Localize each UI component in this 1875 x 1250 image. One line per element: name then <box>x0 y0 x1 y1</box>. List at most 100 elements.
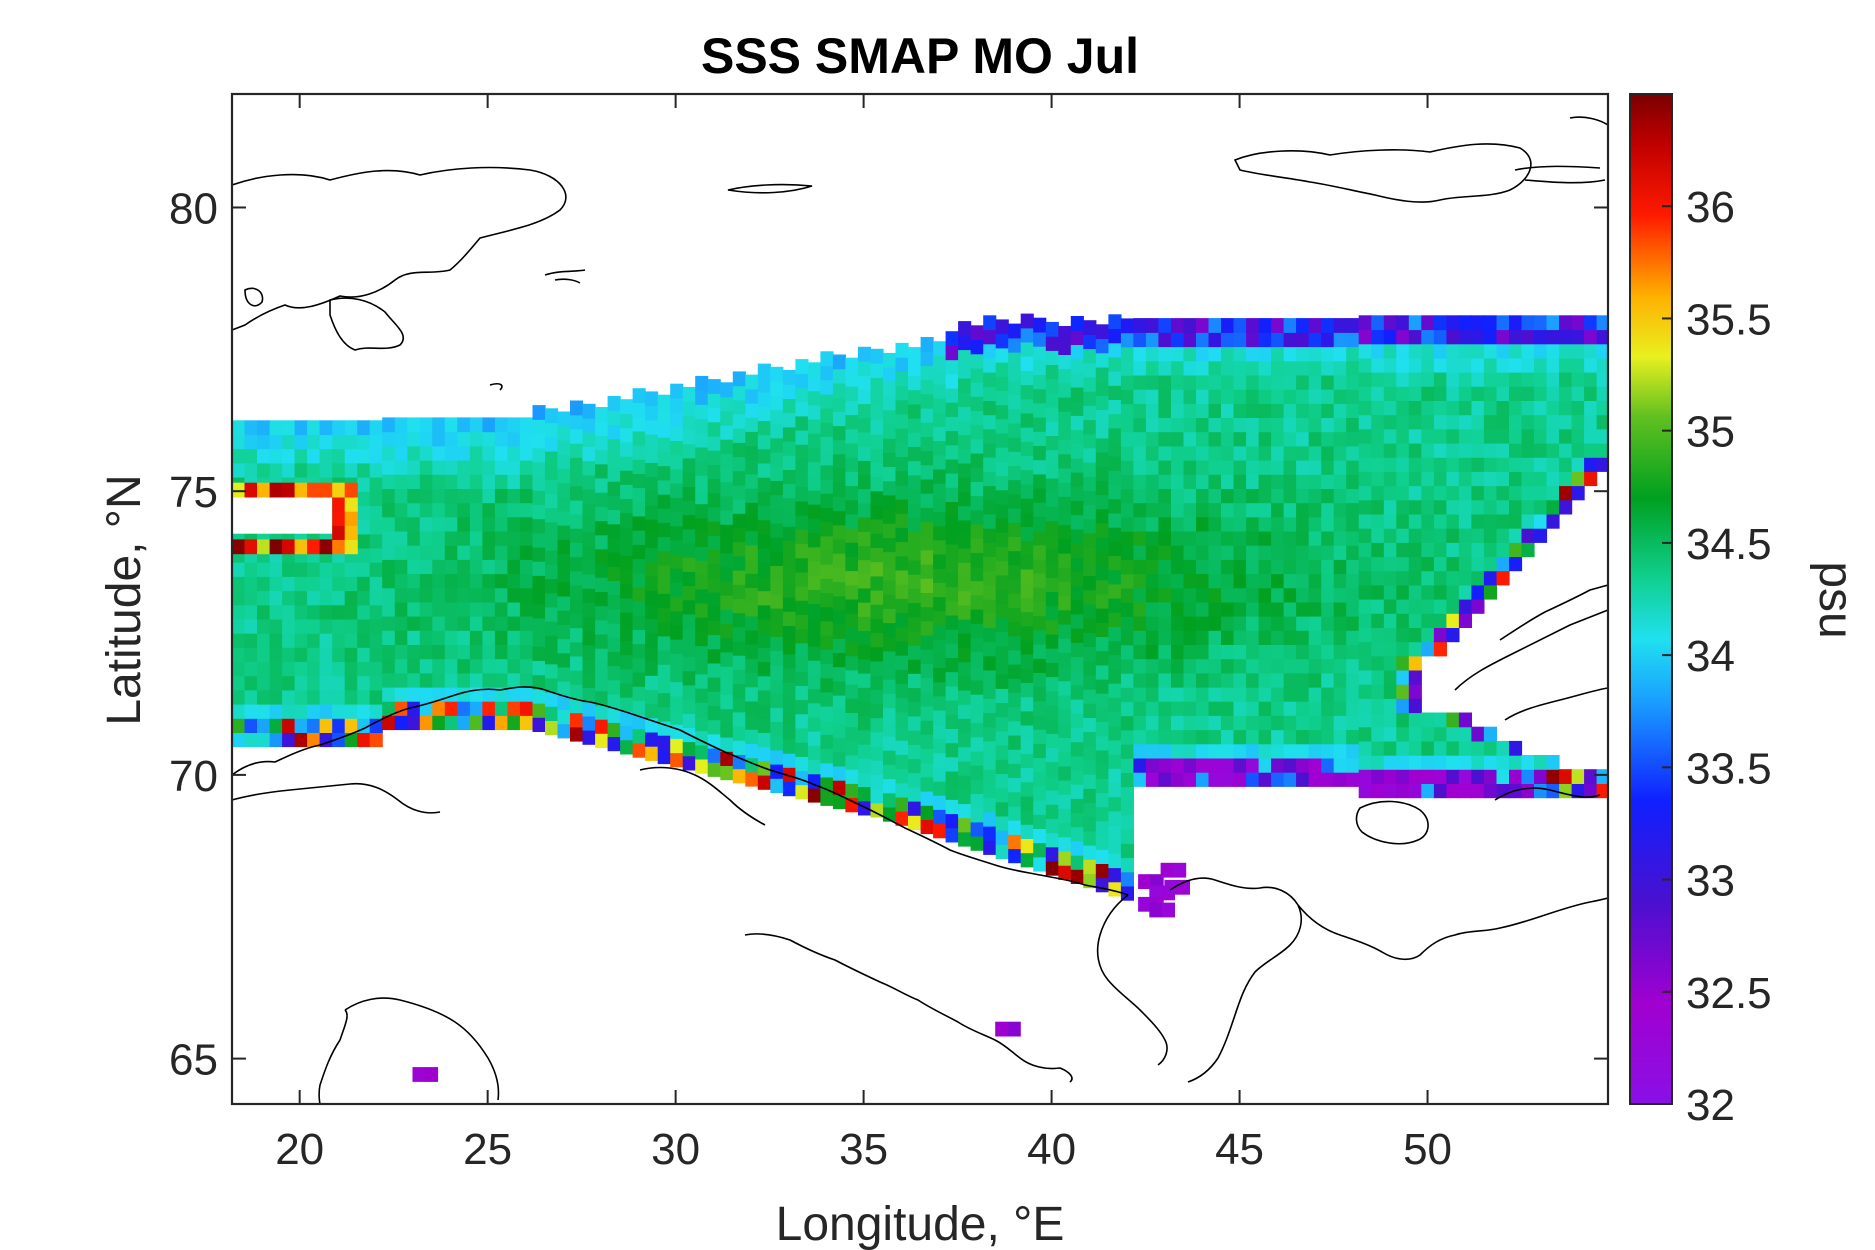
salinity-cell <box>1396 400 1410 416</box>
salinity-cell <box>995 645 1009 661</box>
salinity-cell <box>682 472 696 487</box>
salinity-cell <box>657 635 671 651</box>
salinity-cell <box>908 701 922 717</box>
salinity-cell <box>444 431 458 447</box>
salinity-cell <box>782 767 796 782</box>
salinity-cell <box>1095 749 1109 765</box>
salinity-cell <box>945 387 959 403</box>
salinity-cell <box>1033 346 1047 361</box>
salinity-cell <box>883 438 897 453</box>
salinity-cell <box>1346 431 1360 447</box>
salinity-cell <box>1008 848 1022 864</box>
salinity-cell <box>1571 329 1585 345</box>
salinity-cell <box>795 685 809 701</box>
salinity-cell <box>1158 431 1172 447</box>
salinity-cell <box>282 482 296 498</box>
salinity-cell <box>1133 431 1147 447</box>
salinity-cell <box>1333 672 1347 688</box>
salinity-cell <box>1083 731 1097 747</box>
salinity-cell <box>1045 563 1059 578</box>
salinity-cell <box>620 654 634 670</box>
salinity-cell <box>1196 644 1210 660</box>
salinity-cell <box>745 644 759 659</box>
salinity-cell <box>1149 902 1163 918</box>
salinity-cell <box>319 604 333 620</box>
salinity-cell <box>282 434 296 450</box>
salinity-cell <box>1483 372 1497 387</box>
salinity-cell <box>1070 386 1084 402</box>
salinity-cell <box>1271 431 1285 447</box>
salinity-cell <box>1070 330 1084 345</box>
salinity-cell <box>1446 443 1460 458</box>
salinity-cell <box>1095 664 1109 680</box>
salinity-cell <box>1120 658 1134 674</box>
salinity-cell <box>607 665 621 681</box>
salinity-cell <box>532 674 546 690</box>
salinity-cell <box>1145 460 1159 475</box>
salinity-cell <box>1321 445 1335 461</box>
salinity-cell <box>820 635 834 650</box>
salinity-cell <box>1308 601 1322 617</box>
salinity-cell <box>382 559 396 575</box>
salinity-cell <box>782 526 796 541</box>
salinity-cell <box>1196 318 1210 333</box>
salinity-cell <box>770 395 784 410</box>
salinity-cell <box>920 819 934 835</box>
salinity-cell <box>1333 360 1347 376</box>
salinity-cell <box>1083 561 1097 577</box>
salinity-cell <box>1033 629 1047 645</box>
salinity-cell <box>1120 460 1134 476</box>
salinity-cell <box>1283 346 1297 362</box>
salinity-cell <box>695 602 709 618</box>
salinity-cell <box>1446 613 1460 628</box>
salinity-cell <box>1271 360 1285 376</box>
salinity-cell <box>1408 400 1422 416</box>
salinity-cell <box>1371 513 1385 529</box>
salinity-cell <box>394 545 408 560</box>
salinity-cell <box>1258 332 1272 348</box>
salinity-cell <box>1138 896 1152 912</box>
salinity-cell <box>1483 570 1497 586</box>
salinity-cell <box>1171 743 1185 759</box>
salinity-cell <box>1258 559 1272 575</box>
salinity-cell <box>933 667 947 683</box>
salinity-cell <box>782 738 796 754</box>
salinity-cell <box>1133 346 1147 362</box>
salinity-cell <box>632 601 646 616</box>
salinity-cell <box>394 460 408 475</box>
salinity-cell <box>620 555 634 570</box>
salinity-cell <box>1020 781 1034 797</box>
salinity-cell <box>970 424 984 440</box>
salinity-cell <box>1283 587 1297 603</box>
salinity-cell <box>1020 583 1034 598</box>
salinity-cell <box>1421 343 1435 359</box>
salinity-cell <box>832 695 846 710</box>
salinity-cell <box>807 404 821 420</box>
salinity-cell <box>1033 558 1047 574</box>
salinity-cell <box>1483 726 1497 742</box>
salinity-cell <box>1095 366 1109 382</box>
salinity-cell <box>482 559 496 575</box>
salinity-cell <box>1383 414 1397 430</box>
salinity-cell <box>632 558 646 574</box>
salinity-cell <box>1346 587 1360 603</box>
salinity-cell <box>1321 502 1335 518</box>
salinity-cell <box>895 484 909 500</box>
salinity-cell <box>1446 343 1460 359</box>
salinity-cell <box>1045 790 1059 805</box>
salinity-cell <box>983 442 997 458</box>
salinity-cell <box>820 620 834 636</box>
salinity-cell <box>1108 725 1122 741</box>
salinity-cell <box>1145 644 1159 660</box>
salinity-cell <box>1033 757 1047 773</box>
salinity-cell <box>757 434 771 450</box>
salinity-cell <box>983 570 997 586</box>
salinity-cell <box>1246 729 1260 745</box>
salinity-cell <box>570 485 584 501</box>
salinity-cell <box>469 474 483 489</box>
salinity-cell <box>1346 403 1360 418</box>
salinity-cell <box>1271 346 1285 362</box>
salinity-cell <box>845 542 859 557</box>
salinity-cell <box>1120 375 1134 390</box>
salinity-cell <box>1333 460 1347 475</box>
